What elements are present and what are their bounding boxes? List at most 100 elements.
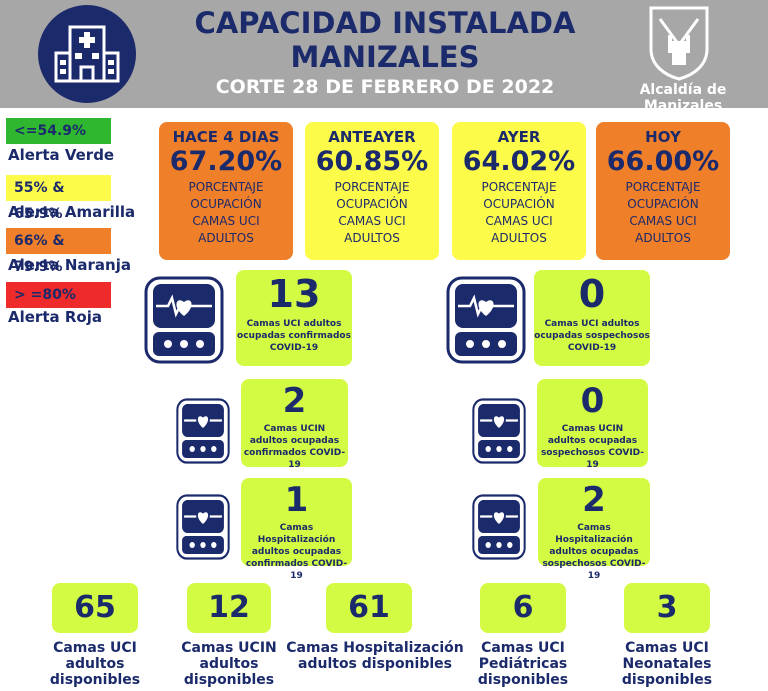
card-value: 64.02% xyxy=(462,146,576,177)
available-uci-pediatric-label: Camas UCI Pediátricas disponibles xyxy=(468,640,578,688)
label-line: disponibles xyxy=(49,672,141,688)
uci-suspected-card: 0 Camas UCI adultos ocupadas sospechosos… xyxy=(534,270,650,366)
card-desc: OCUPACIÓN xyxy=(190,197,262,211)
card-label: Camas Hospitalización xyxy=(257,523,336,545)
card-label: Camas Hospitalización xyxy=(555,523,633,545)
card-label: sospechosos COVID-19 xyxy=(540,448,645,470)
card-label: Camas UCIN xyxy=(263,424,326,434)
hospital-icon xyxy=(38,5,136,103)
legend-red-label: Alerta Roja xyxy=(8,308,102,326)
heart-monitor-icon xyxy=(176,398,230,464)
heart-monitor-icon xyxy=(472,494,526,560)
label-line: Camas UCI xyxy=(481,640,565,656)
available-uci-adults-count: 65 xyxy=(52,583,138,633)
heart-monitor-icon xyxy=(472,398,526,464)
available-uci-neonatal-count: 3 xyxy=(624,583,710,633)
card-label: adultos ocupadas xyxy=(547,436,638,446)
card-desc: CAMAS UCI xyxy=(192,214,260,228)
legend-yellow-label: Alerta Amarilla xyxy=(8,203,136,221)
card-label: ocupadas sospechosos xyxy=(534,331,650,341)
title-line-2: MANIZALES xyxy=(290,40,480,74)
label-line: Camas UCI xyxy=(53,640,137,656)
card-label: confirmados COVID-19 xyxy=(243,448,346,470)
card-desc: OCUPACIÓN xyxy=(627,197,699,211)
subtitle: CORTE 28 DE FEBRERO DE 2022 xyxy=(215,76,555,98)
label-line: Camas UCIN xyxy=(181,640,277,656)
label-line: adultos xyxy=(199,656,259,672)
legend-orange-label: Alerta Naranja xyxy=(8,256,131,274)
card-desc: OCUPACIÓN xyxy=(483,197,555,211)
card-label: Camas UCI adultos xyxy=(246,319,342,329)
card-label: adultos ocupadas xyxy=(251,547,342,557)
occupancy-card-anteayer: ANTEAYER 60.85% PORCENTAJE OCUPACIÓN CAM… xyxy=(305,122,439,260)
card-value: 66.00% xyxy=(606,146,720,177)
available-hosp-adults-label: Camas Hospitalización adultos disponible… xyxy=(284,640,466,672)
card-label: Camas UCI adultos xyxy=(544,319,640,329)
heart-monitor-icon xyxy=(446,276,526,364)
legend-red-range: > =80% xyxy=(6,282,111,308)
available-hosp-adults-count: 61 xyxy=(326,583,412,633)
card-label: COVID-19 xyxy=(567,343,617,353)
uci-suspected-count: 0 xyxy=(578,272,606,316)
card-desc: OCUPACIÓN xyxy=(336,197,408,211)
card-desc: PORCENTAJE xyxy=(188,180,264,194)
hosp-confirmed-count: 1 xyxy=(284,480,309,520)
card-desc: CAMAS UCI xyxy=(485,214,553,228)
card-desc: ADULTOS xyxy=(635,231,691,245)
label-line: adultos disponibles xyxy=(298,656,452,672)
card-label: ocupadas confirmados xyxy=(237,331,351,341)
card-desc: PORCENTAJE xyxy=(481,180,557,194)
label-line: Camas Hospitalización xyxy=(286,640,464,656)
brand-name: Alcaldía de Manizales xyxy=(639,82,727,114)
label-line: disponibles xyxy=(477,672,569,688)
ucin-suspected-count: 0 xyxy=(580,381,605,421)
card-day: HOY xyxy=(645,128,681,146)
ucin-suspected-card: 0 Camas UCIN adultos ocupadas sospechoso… xyxy=(537,379,648,470)
card-label: adultos ocupadas xyxy=(549,547,639,557)
card-desc: PORCENTAJE xyxy=(625,180,701,194)
available-uci-adults-label: Camas UCI adultos disponibles xyxy=(40,640,150,688)
card-desc: CAMAS UCI xyxy=(338,214,406,228)
occupancy-card-ayer: AYER 64.02% PORCENTAJE OCUPACIÓN CAMAS U… xyxy=(452,122,586,260)
hosp-suspected-card: 2 Camas Hospitalización adultos ocupadas… xyxy=(538,478,650,581)
ucin-confirmed-card: 2 Camas UCIN adultos ocupadas confirmado… xyxy=(241,379,348,470)
legend-green-range: <=54.9% xyxy=(6,118,111,144)
label-line: Pediátricas xyxy=(478,656,568,672)
occupancy-card-4-days-ago: HACE 4 DIAS 67.20% PORCENTAJE OCUPACIÓN … xyxy=(159,122,293,260)
shield-icon xyxy=(648,5,710,81)
hosp-suspected-count: 2 xyxy=(582,480,606,520)
legend-orange-range: 66% & 79.9% xyxy=(6,228,111,275)
legend-green-label: Alerta Verde xyxy=(8,146,115,164)
occupancy-card-hoy: HOY 66.00% PORCENTAJE OCUPACIÓN CAMAS UC… xyxy=(596,122,730,260)
card-value: 60.85% xyxy=(315,146,429,177)
card-label: adultos ocupadas xyxy=(249,436,340,446)
label-line: disponibles xyxy=(621,672,713,688)
available-ucin-adults-count: 12 xyxy=(187,583,271,633)
available-uci-pediatric-count: 6 xyxy=(480,583,566,633)
card-desc: ADULTOS xyxy=(344,231,400,245)
available-ucin-adults-label: Camas UCIN adultos disponibles xyxy=(172,640,286,688)
heart-monitor-icon xyxy=(144,276,224,364)
heart-monitor-icon xyxy=(176,494,230,560)
uci-confirmed-count: 13 xyxy=(267,272,321,316)
label-line: adultos xyxy=(65,656,125,672)
card-day: ANTEAYER xyxy=(328,128,416,146)
card-value: 67.20% xyxy=(169,146,283,177)
ucin-confirmed-count: 2 xyxy=(282,381,307,421)
available-uci-neonatal-label: Camas UCI Neonatales disponibles xyxy=(612,640,722,688)
card-desc: PORCENTAJE xyxy=(334,180,410,194)
card-desc: CAMAS UCI xyxy=(629,214,697,228)
card-label: confirmados COVID-19 xyxy=(245,559,348,581)
uci-confirmed-card: 13 Camas UCI adultos ocupadas confirmado… xyxy=(236,270,352,366)
card-label: sospechosos COVID-19 xyxy=(542,559,646,581)
card-desc: ADULTOS xyxy=(198,231,254,245)
label-line: disponibles xyxy=(183,672,275,688)
card-label: Camas UCIN xyxy=(561,424,624,434)
card-day: HACE 4 DIAS xyxy=(172,128,280,146)
card-desc: ADULTOS xyxy=(491,231,547,245)
label-line: Neonatales xyxy=(622,656,712,672)
legend-yellow-range: 55% & 65.9% xyxy=(6,175,111,222)
label-line: Camas UCI xyxy=(625,640,709,656)
hosp-confirmed-card: 1 Camas Hospitalización adultos ocupadas… xyxy=(241,478,352,581)
title-line-1: CAPACIDAD INSTALADA xyxy=(194,6,576,40)
